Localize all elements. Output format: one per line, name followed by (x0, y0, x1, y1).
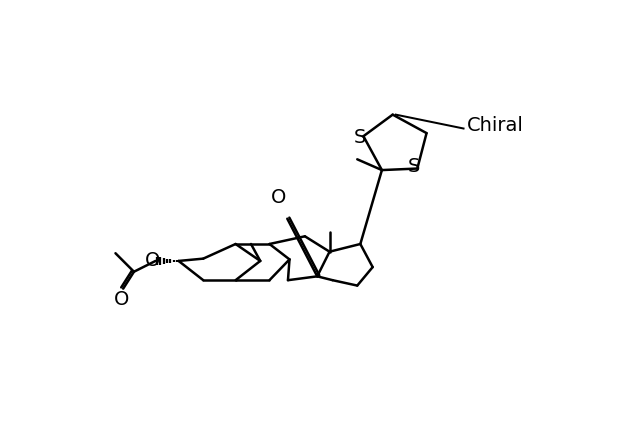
Text: O: O (145, 251, 160, 271)
Text: Chiral: Chiral (467, 116, 524, 135)
Text: O: O (271, 188, 287, 207)
Text: S: S (408, 157, 420, 176)
Text: O: O (114, 290, 129, 309)
Text: S: S (354, 128, 367, 147)
